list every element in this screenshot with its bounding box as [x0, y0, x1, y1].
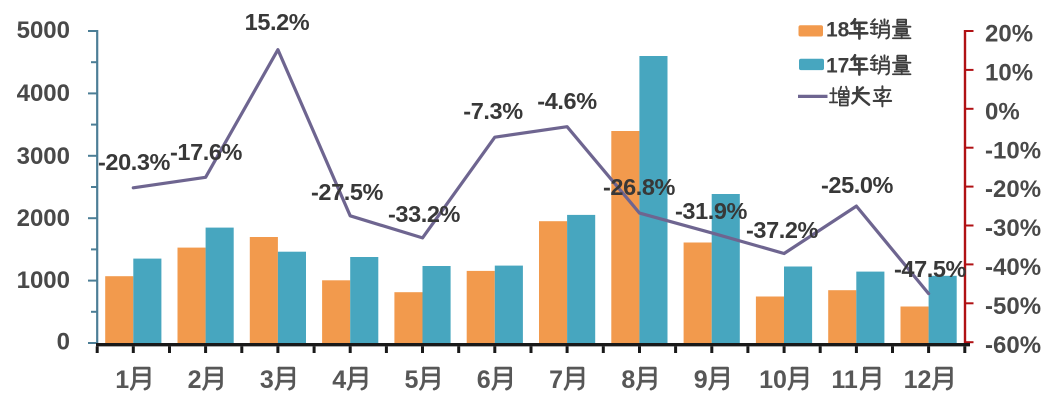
- svg-text:-20.3%: -20.3%: [98, 149, 171, 175]
- svg-text:2000: 2000: [17, 205, 70, 232]
- svg-text:-25.0%: -25.0%: [821, 172, 894, 198]
- svg-text:-40%: -40%: [985, 254, 1041, 281]
- svg-text:-33.2%: -33.2%: [388, 201, 461, 227]
- svg-text:11: 11: [831, 366, 858, 394]
- svg-text:12: 12: [904, 366, 932, 394]
- svg-text:17: 17: [826, 55, 849, 78]
- svg-text:5000: 5000: [17, 17, 70, 44]
- svg-text:-17.6%: -17.6%: [170, 139, 243, 165]
- svg-text:18: 18: [826, 19, 850, 42]
- svg-text:10%: 10%: [985, 60, 1033, 87]
- svg-text:-50%: -50%: [985, 293, 1041, 320]
- svg-text:-4.6%: -4.6%: [537, 88, 597, 114]
- svg-text:2: 2: [188, 366, 202, 394]
- svg-text:10: 10: [759, 366, 787, 394]
- svg-text:3: 3: [260, 366, 274, 394]
- svg-text:6: 6: [477, 366, 491, 394]
- svg-text:-27.5%: -27.5%: [311, 179, 384, 205]
- svg-text:-31.9%: -31.9%: [675, 198, 748, 224]
- svg-text:7: 7: [549, 366, 563, 394]
- svg-text:-10%: -10%: [985, 137, 1041, 164]
- svg-text:4000: 4000: [17, 80, 70, 107]
- svg-text:-60%: -60%: [985, 332, 1041, 359]
- svg-text:-47.5%: -47.5%: [894, 256, 967, 282]
- svg-text:0: 0: [57, 329, 70, 356]
- svg-text:-7.3%: -7.3%: [463, 98, 523, 124]
- svg-text:-26.8%: -26.8%: [603, 174, 676, 200]
- svg-text:-30%: -30%: [985, 215, 1041, 242]
- svg-text:4: 4: [332, 366, 346, 394]
- svg-text:15.2%: 15.2%: [245, 9, 310, 35]
- svg-text:20%: 20%: [985, 21, 1033, 48]
- svg-text:1000: 1000: [17, 267, 70, 294]
- svg-text:9: 9: [694, 366, 708, 394]
- svg-text:3000: 3000: [17, 143, 70, 170]
- svg-text:-20%: -20%: [985, 176, 1041, 203]
- svg-text:0%: 0%: [985, 98, 1020, 125]
- svg-text:5: 5: [405, 366, 419, 394]
- svg-text:8: 8: [621, 366, 635, 394]
- svg-text:1: 1: [115, 366, 129, 394]
- svg-text:-37.2%: -37.2%: [746, 217, 819, 243]
